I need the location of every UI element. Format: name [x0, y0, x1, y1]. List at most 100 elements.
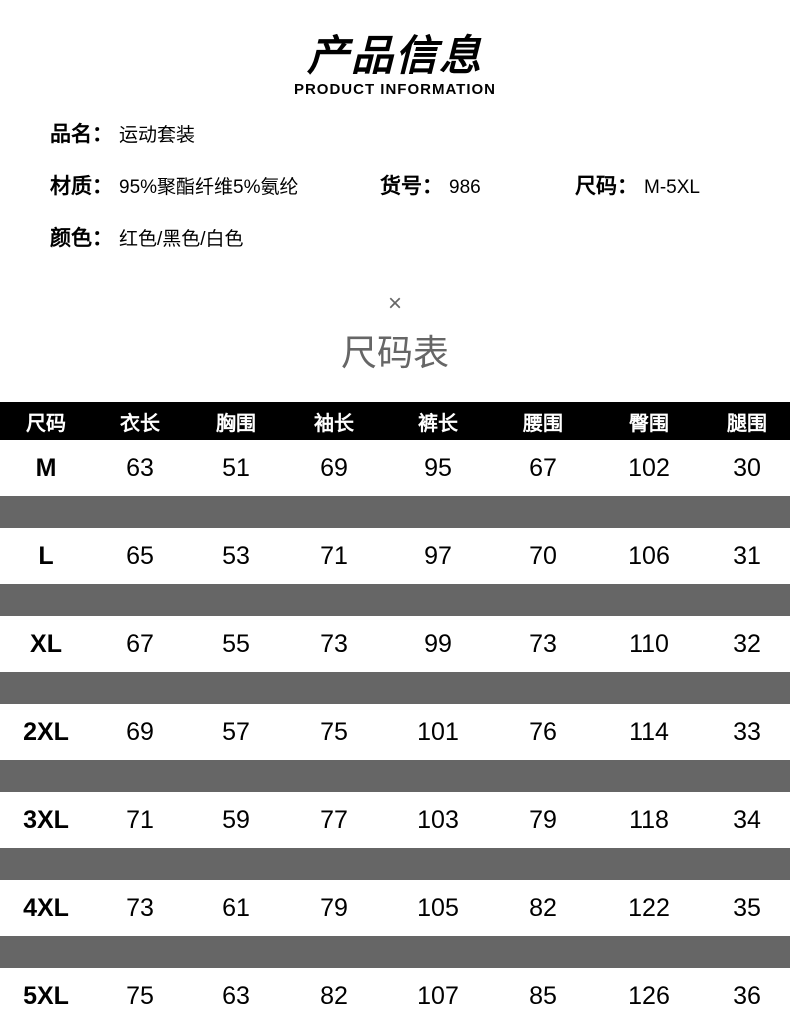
table-cell: XL [0, 630, 92, 659]
name-value: 运动套装 [119, 120, 195, 147]
size-table: 尺码 衣长 胸围 袖长 裤长 腰围 臀围 腿围 M 63 51 69 95 67… [0, 402, 790, 1024]
info-item: 尺码： M-5XL [575, 170, 700, 200]
table-cell: 110 [594, 630, 704, 659]
name-label: 品名： [50, 118, 113, 148]
table-separator [0, 584, 790, 616]
info-item: 材质： 95%聚酯纤维5%氨纶 [50, 170, 380, 200]
close-icon: × [0, 290, 790, 318]
info-row-material: 材质： 95%聚酯纤维5%氨纶 货号： 986 尺码： M-5XL [50, 170, 740, 200]
table-row: XL 67 55 73 99 73 110 32 [0, 616, 790, 672]
table-cell: 101 [384, 718, 492, 747]
table-cell: 30 [704, 454, 790, 483]
table-cell: 5XL [0, 982, 92, 1011]
table-cell: 4XL [0, 894, 92, 923]
table-cell: 97 [384, 542, 492, 571]
info-item: 颜色： 红色/黑色/白色 [50, 222, 244, 252]
info-row-name: 品名： 运动套装 [50, 118, 740, 148]
table-cell: 63 [92, 454, 188, 483]
table-cell: L [0, 542, 92, 571]
table-cell: 75 [284, 718, 384, 747]
size-table-title: 尺码表 [0, 324, 790, 376]
title-section: 产品信息 PRODUCT INFORMATION [0, 0, 790, 98]
table-separator [0, 760, 790, 792]
table-cell: 106 [594, 542, 704, 571]
table-separator [0, 936, 790, 968]
table-cell: 67 [92, 630, 188, 659]
table-cell: 73 [284, 630, 384, 659]
material-value: 95%聚酯纤维5%氨纶 [119, 172, 299, 199]
page-title: 产品信息 [0, 22, 790, 83]
table-cell: 36 [704, 982, 790, 1011]
table-cell: 114 [594, 718, 704, 747]
table-header-cell: 衣长 [92, 407, 188, 436]
divider-section: × 尺码表 [0, 290, 790, 376]
table-cell: 103 [384, 806, 492, 835]
table-cell: 69 [284, 454, 384, 483]
sku-label: 货号： [380, 170, 443, 200]
table-cell: 63 [188, 982, 284, 1011]
table-cell: 31 [704, 542, 790, 571]
table-cell: 57 [188, 718, 284, 747]
info-item: 货号： 986 [380, 170, 575, 200]
table-cell: 82 [284, 982, 384, 1011]
table-header-cell: 臀围 [594, 407, 704, 436]
table-cell: 35 [704, 894, 790, 923]
table-cell: 118 [594, 806, 704, 835]
page-subtitle: PRODUCT INFORMATION [0, 81, 790, 98]
table-cell: 73 [92, 894, 188, 923]
table-separator [0, 848, 790, 880]
table-cell: M [0, 454, 92, 483]
info-row-color: 颜色： 红色/黑色/白色 [50, 222, 740, 252]
table-cell: 75 [92, 982, 188, 1011]
table-row: 4XL 73 61 79 105 82 122 35 [0, 880, 790, 936]
table-cell: 95 [384, 454, 492, 483]
table-header-cell: 尺码 [0, 407, 92, 436]
info-item: 品名： 运动套装 [50, 118, 195, 148]
table-cell: 70 [492, 542, 594, 571]
table-cell: 71 [284, 542, 384, 571]
table-header-cell: 腿围 [704, 407, 790, 436]
table-cell: 105 [384, 894, 492, 923]
table-cell: 79 [492, 806, 594, 835]
table-cell: 99 [384, 630, 492, 659]
table-cell: 61 [188, 894, 284, 923]
table-cell: 77 [284, 806, 384, 835]
color-value: 红色/黑色/白色 [119, 224, 244, 251]
table-header-cell: 袖长 [284, 407, 384, 436]
table-cell: 71 [92, 806, 188, 835]
table-cell: 3XL [0, 806, 92, 835]
table-row: M 63 51 69 95 67 102 30 [0, 440, 790, 496]
table-cell: 69 [92, 718, 188, 747]
table-cell: 122 [594, 894, 704, 923]
table-cell: 34 [704, 806, 790, 835]
table-cell: 107 [384, 982, 492, 1011]
table-cell: 32 [704, 630, 790, 659]
table-row: 3XL 71 59 77 103 79 118 34 [0, 792, 790, 848]
table-row: 2XL 69 57 75 101 76 114 33 [0, 704, 790, 760]
table-header-row: 尺码 衣长 胸围 袖长 裤长 腰围 臀围 腿围 [0, 402, 790, 440]
sku-value: 986 [449, 177, 481, 199]
table-header-cell: 裤长 [384, 407, 492, 436]
table-cell: 76 [492, 718, 594, 747]
table-cell: 126 [594, 982, 704, 1011]
table-cell: 2XL [0, 718, 92, 747]
material-label: 材质： [50, 170, 113, 200]
table-cell: 82 [492, 894, 594, 923]
table-header-cell: 胸围 [188, 407, 284, 436]
table-row: 5XL 75 63 82 107 85 126 36 [0, 968, 790, 1024]
table-cell: 51 [188, 454, 284, 483]
table-cell: 79 [284, 894, 384, 923]
table-cell: 85 [492, 982, 594, 1011]
size-label: 尺码： [575, 170, 638, 200]
table-cell: 53 [188, 542, 284, 571]
table-cell: 55 [188, 630, 284, 659]
table-cell: 33 [704, 718, 790, 747]
table-row: L 65 53 71 97 70 106 31 [0, 528, 790, 584]
table-separator [0, 672, 790, 704]
table-cell: 65 [92, 542, 188, 571]
product-info-section: 品名： 运动套装 材质： 95%聚酯纤维5%氨纶 货号： 986 尺码： M-5… [0, 98, 790, 284]
color-label: 颜色： [50, 222, 113, 252]
table-cell: 67 [492, 454, 594, 483]
table-separator [0, 496, 790, 528]
table-cell: 102 [594, 454, 704, 483]
